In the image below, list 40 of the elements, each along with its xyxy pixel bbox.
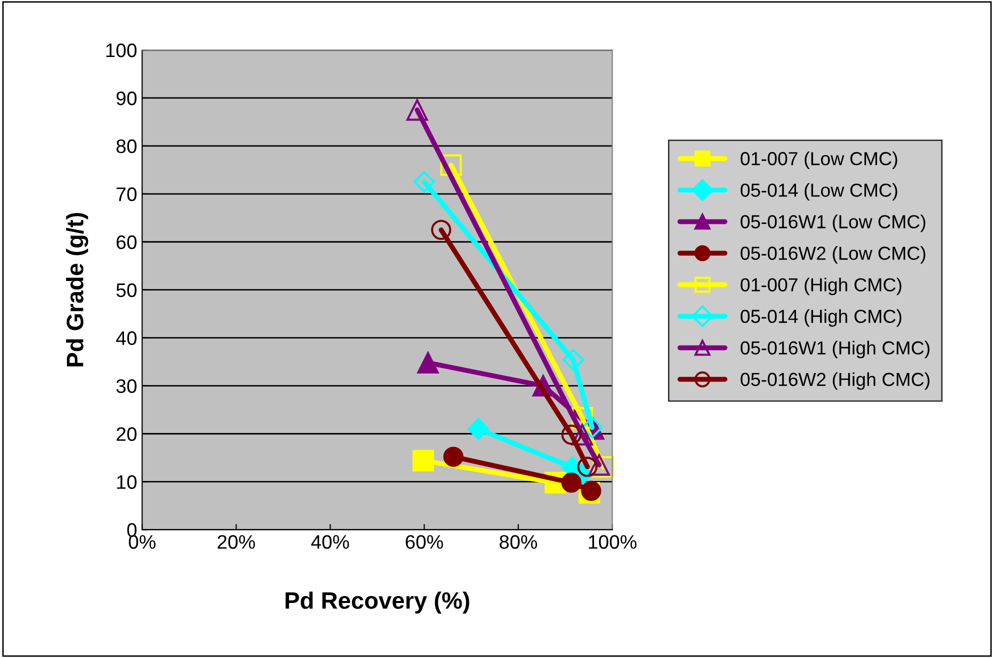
legend-label: 05-014 (High CMC) bbox=[740, 309, 902, 327]
point bbox=[440, 154, 462, 176]
point bbox=[467, 418, 490, 440]
y-tick-label: 50 bbox=[116, 283, 137, 298]
point bbox=[561, 472, 582, 493]
point bbox=[588, 454, 610, 476]
point bbox=[417, 352, 439, 374]
y-tick-label: 20 bbox=[116, 427, 137, 441]
y-tick-label: 80 bbox=[116, 139, 137, 154]
legend-label: 05-014 (Low CMC) bbox=[740, 183, 898, 201]
legend-label: 05-016W2 (Low CMC) bbox=[740, 246, 926, 264]
point bbox=[592, 456, 614, 478]
point bbox=[431, 220, 452, 240]
legend-label: 01-007 (Low CMC) bbox=[740, 152, 898, 169]
legend-label: 01-007 (High CMC) bbox=[740, 278, 902, 296]
point bbox=[577, 456, 598, 477]
y-tick-label: 70 bbox=[116, 187, 137, 202]
x-tick-label: 100% bbox=[588, 535, 636, 549]
x-tick-label: 60% bbox=[406, 535, 444, 549]
x-tick-label: 0% bbox=[128, 535, 156, 549]
x-tick-label: 40% bbox=[311, 535, 349, 549]
point bbox=[561, 424, 582, 445]
y-tick-label: 60 bbox=[116, 235, 137, 250]
point bbox=[412, 450, 434, 472]
point bbox=[413, 171, 436, 193]
y-tick-label: 10 bbox=[117, 475, 137, 489]
point bbox=[406, 99, 428, 121]
x-tick-label: 20% bbox=[218, 535, 255, 549]
point bbox=[443, 446, 464, 467]
legend-label: 05-016W1 (High CMC) bbox=[740, 340, 930, 358]
x-axis-title: Pd Recovery (%) bbox=[286, 592, 470, 614]
y-axis-title: Pd Grade (g/t) bbox=[66, 212, 88, 366]
y-tick-label: 40 bbox=[116, 331, 137, 346]
point bbox=[562, 349, 584, 371]
y-tick-label: 90 bbox=[116, 91, 137, 106]
legend-label: 05-016W2 (High CMC) bbox=[740, 372, 930, 390]
y-tick-label: 100 bbox=[106, 43, 137, 58]
legend-label: 05-016W1 (Low CMC) bbox=[740, 214, 926, 232]
y-tick-label: 30 bbox=[116, 379, 137, 394]
x-tick-label: 80% bbox=[500, 535, 538, 549]
